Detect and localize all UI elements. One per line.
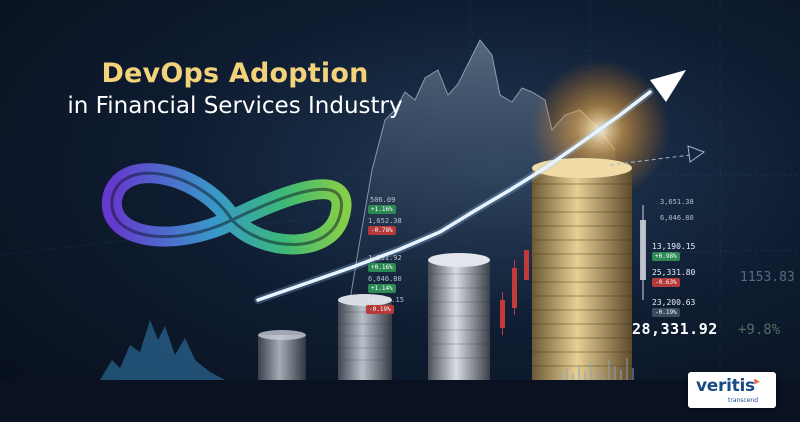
veritis-logo[interactable]: veritis ⪢ transcend — [688, 372, 776, 408]
small-quote-value: 13,190.15 — [366, 296, 404, 304]
coin-stack-3 — [428, 253, 490, 380]
logo-wordmark: veritis — [696, 376, 755, 396]
up-arrow-icon — [650, 70, 686, 102]
small-quote-value: 1,652.38 — [368, 217, 402, 225]
small-quote-change: -0.78% — [368, 226, 396, 235]
devops-infinity-icon — [101, 163, 352, 255]
quote-change: +0.98% — [652, 252, 680, 261]
logo-tagline: transcend — [728, 397, 759, 404]
small-quote-change: -0.19% — [366, 305, 394, 314]
coin-stack-1 — [258, 330, 306, 380]
small-quote-value: 1,331.92 — [368, 254, 402, 262]
quote-change: -0.63% — [652, 278, 680, 287]
title-main: DevOps Adoption — [101, 58, 369, 89]
quote-value: 25,331.80 — [652, 268, 696, 277]
small-quote-value: 6,046.80 — [368, 275, 402, 283]
quote-value: 23,200.63 — [652, 298, 696, 307]
small-quote-change: +1.16% — [368, 205, 396, 214]
big-price-readout: 28,331.92 — [632, 320, 718, 338]
small-quote-change: +0.16% — [368, 263, 396, 272]
banner-title: DevOps Adoption in Financial Services In… — [40, 58, 430, 119]
coin-stack-4 — [532, 158, 632, 380]
trend-line-glow — [254, 88, 654, 304]
trend-line — [256, 90, 652, 302]
small-quote-value: 506.09 — [370, 196, 396, 204]
logo-mark-icon: ⪢ — [754, 376, 760, 386]
title-subtitle: in Financial Services Industry — [67, 93, 403, 119]
quote-change: -0.19% — [652, 308, 680, 317]
small-quote-change: +1.14% — [368, 284, 396, 293]
floor-bars — [560, 358, 634, 380]
right-small-value: 6,046.80 — [660, 214, 694, 222]
ghost-price-readout: 1153.83 — [740, 270, 795, 285]
mini-chart-left — [100, 320, 225, 380]
ghost-change-readout: +9.8% — [738, 322, 781, 338]
quote-value: 13,190.15 — [652, 242, 696, 251]
right-small-value: 3,651.38 — [660, 198, 694, 206]
